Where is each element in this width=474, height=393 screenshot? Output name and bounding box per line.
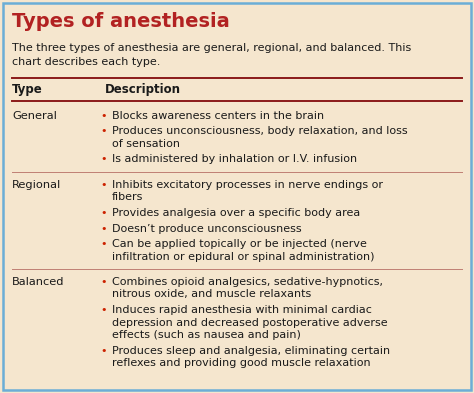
Text: Types of anesthesia: Types of anesthesia — [12, 12, 230, 31]
Text: Blocks awareness centers in the brain: Blocks awareness centers in the brain — [112, 111, 324, 121]
Text: Combines opioid analgesics, sedative-hypnotics,: Combines opioid analgesics, sedative-hyp… — [112, 277, 383, 287]
Text: depression and decreased postoperative adverse: depression and decreased postoperative a… — [112, 318, 388, 327]
Text: Balanced: Balanced — [12, 277, 64, 287]
Text: Is administered by inhalation or I.V. infusion: Is administered by inhalation or I.V. in… — [112, 154, 357, 165]
Text: reflexes and providing good muscle relaxation: reflexes and providing good muscle relax… — [112, 358, 371, 368]
Text: •: • — [100, 305, 107, 315]
Text: •: • — [100, 277, 107, 287]
Text: •: • — [100, 111, 107, 121]
Text: •: • — [100, 345, 107, 356]
Text: Description: Description — [105, 83, 181, 96]
Text: •: • — [100, 239, 107, 249]
Text: Regional: Regional — [12, 180, 61, 190]
Text: Produces unconsciousness, body relaxation, and loss: Produces unconsciousness, body relaxatio… — [112, 127, 408, 136]
Text: Provides analgesia over a specific body area: Provides analgesia over a specific body … — [112, 208, 360, 218]
Text: •: • — [100, 127, 107, 136]
Text: Doesn’t produce unconsciousness: Doesn’t produce unconsciousness — [112, 224, 301, 233]
Text: Induces rapid anesthesia with minimal cardiac: Induces rapid anesthesia with minimal ca… — [112, 305, 372, 315]
Text: •: • — [100, 180, 107, 190]
Text: of sensation: of sensation — [112, 139, 180, 149]
Text: The three types of anesthesia are general, regional, and balanced. This
chart de: The three types of anesthesia are genera… — [12, 43, 411, 67]
Text: Can be applied topically or be injected (nerve: Can be applied topically or be injected … — [112, 239, 367, 249]
Text: •: • — [100, 154, 107, 165]
Text: effects (such as nausea and pain): effects (such as nausea and pain) — [112, 330, 301, 340]
Text: Inhibits excitatory processes in nerve endings or: Inhibits excitatory processes in nerve e… — [112, 180, 383, 190]
Text: Produces sleep and analgesia, eliminating certain: Produces sleep and analgesia, eliminatin… — [112, 345, 390, 356]
Text: •: • — [100, 224, 107, 233]
Text: Type: Type — [12, 83, 43, 96]
Text: General: General — [12, 111, 57, 121]
Text: •: • — [100, 208, 107, 218]
Text: fibers: fibers — [112, 193, 143, 202]
Text: infiltration or epidural or spinal administration): infiltration or epidural or spinal admin… — [112, 252, 374, 261]
Text: nitrous oxide, and muscle relaxants: nitrous oxide, and muscle relaxants — [112, 290, 311, 299]
